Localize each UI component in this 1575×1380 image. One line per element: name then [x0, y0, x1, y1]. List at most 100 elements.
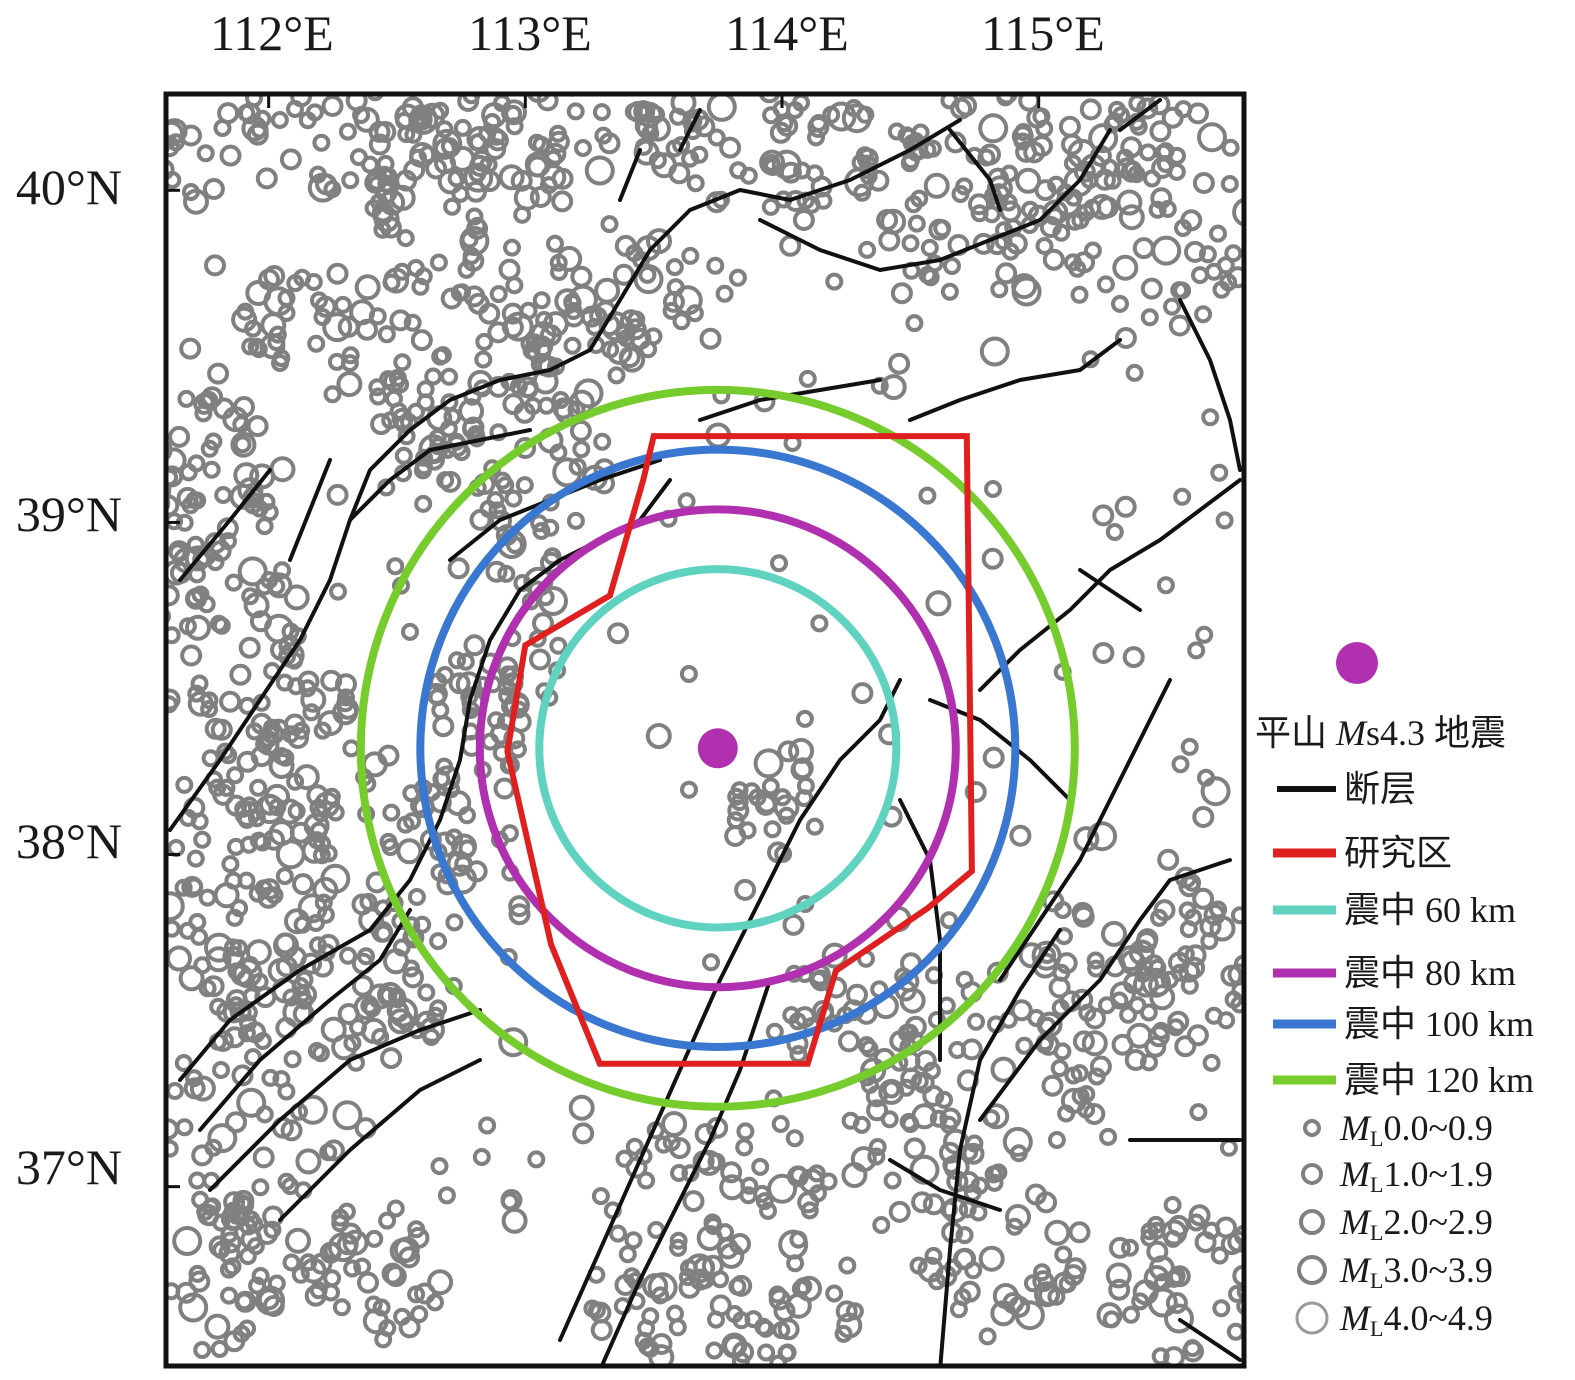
seismic-event	[789, 1230, 808, 1249]
seismic-event	[312, 77, 326, 91]
seismic-event	[1068, 1221, 1091, 1244]
seismic-event	[1122, 1305, 1140, 1324]
seismic-event	[1058, 1275, 1077, 1293]
seismic-event	[1209, 224, 1227, 243]
seismic-event	[761, 197, 780, 216]
seismic-event	[1061, 133, 1083, 156]
seismic-event	[500, 824, 519, 843]
seismic-event	[463, 285, 486, 308]
seismic-event	[739, 1186, 758, 1205]
seismic-event	[1146, 1215, 1165, 1234]
seismic-event	[1163, 1196, 1182, 1214]
seismic-event	[226, 837, 245, 856]
seismic-event	[858, 240, 877, 259]
seismic-event	[388, 990, 407, 1009]
seismic-event	[1198, 245, 1217, 264]
seismic-event	[232, 958, 263, 989]
seismic-event	[407, 888, 426, 906]
seismic-event	[377, 744, 400, 767]
legend-fault-label: 断层	[1344, 769, 1416, 809]
seismic-event	[293, 268, 312, 287]
seismic-event	[369, 387, 388, 406]
seismic-event	[1047, 1131, 1066, 1149]
seismic-event	[456, 652, 475, 671]
seismic-event	[546, 234, 564, 253]
seismic-event	[178, 965, 205, 992]
seismic-event	[1156, 576, 1175, 595]
seismic-event	[310, 291, 328, 310]
seismic-event	[1163, 297, 1181, 316]
seismic-event	[177, 389, 196, 408]
seismic-event	[407, 1226, 430, 1249]
seismic-event	[797, 1191, 820, 1214]
seismic-event	[219, 1231, 242, 1254]
seismic-event	[1180, 737, 1199, 756]
seismic-event	[967, 1012, 985, 1031]
seismic-event	[319, 1143, 338, 1162]
seismic-event	[661, 1111, 688, 1137]
study-area-boundary	[504, 433, 975, 1067]
seismic-event	[668, 162, 691, 185]
seismic-event	[1038, 1284, 1060, 1307]
lon-label-114: 114°E	[725, 5, 849, 61]
seismic-event	[249, 610, 272, 633]
seismic-event	[357, 1271, 379, 1294]
seismic-event	[207, 362, 230, 385]
fault-line	[178, 468, 272, 582]
seismic-event	[320, 669, 343, 692]
seismic-event	[633, 264, 664, 295]
seismic-event	[774, 844, 793, 863]
lat-label-38: 38°N	[16, 813, 122, 869]
epicenter-ring-120km	[356, 385, 1079, 1111]
seismic-event	[508, 740, 527, 759]
seismic-event	[960, 1143, 979, 1162]
seismic-event	[166, 1139, 179, 1158]
seismic-event	[232, 1324, 251, 1343]
seismic-event	[287, 727, 309, 749]
seismic-event	[736, 1122, 755, 1141]
seismic-event	[753, 748, 784, 779]
seismic-event	[1205, 262, 1223, 281]
seismic-event	[1140, 308, 1159, 327]
seismic-event	[532, 135, 551, 154]
seismic-event	[446, 850, 473, 877]
seismic-event	[489, 285, 508, 304]
seismic-event	[370, 413, 393, 436]
seismic-event	[549, 253, 568, 272]
seismic-event	[332, 1100, 363, 1131]
seismic-event	[380, 1047, 403, 1070]
seismic-event	[1030, 135, 1053, 157]
seismic-event	[230, 899, 249, 918]
seismic-event	[995, 262, 1018, 285]
seismic-event	[526, 155, 549, 178]
seismic-event	[466, 126, 493, 152]
seismic-event	[735, 1138, 754, 1157]
seismic-event	[1064, 1066, 1083, 1085]
seismic-event	[1052, 223, 1071, 242]
seismic-event	[719, 136, 742, 159]
seismic-event	[940, 282, 959, 301]
fault-line	[288, 458, 332, 562]
seismic-event	[225, 1111, 247, 1134]
seismic-event	[329, 582, 347, 601]
seismic-event	[220, 1286, 238, 1305]
seismic-event	[448, 651, 466, 670]
seismic-event	[868, 1138, 887, 1156]
seismic-event	[225, 794, 248, 817]
seismic-event	[968, 193, 990, 216]
map-panel	[163, 77, 1247, 1369]
seismic-event	[250, 120, 269, 139]
seismic-event	[1226, 266, 1244, 289]
seismic-event	[478, 1116, 497, 1135]
seismic-event	[922, 1061, 941, 1080]
seismic-event	[1079, 98, 1102, 121]
seismic-event	[1165, 1292, 1188, 1314]
seismic-event	[283, 1050, 302, 1069]
fault-line	[1178, 1318, 1242, 1362]
seismic-event	[379, 832, 398, 851]
seismic-event	[589, 306, 608, 325]
seismic-event	[702, 953, 720, 972]
seismic-event	[377, 478, 396, 497]
seismic-event	[341, 346, 360, 365]
seismic-event	[508, 895, 531, 918]
